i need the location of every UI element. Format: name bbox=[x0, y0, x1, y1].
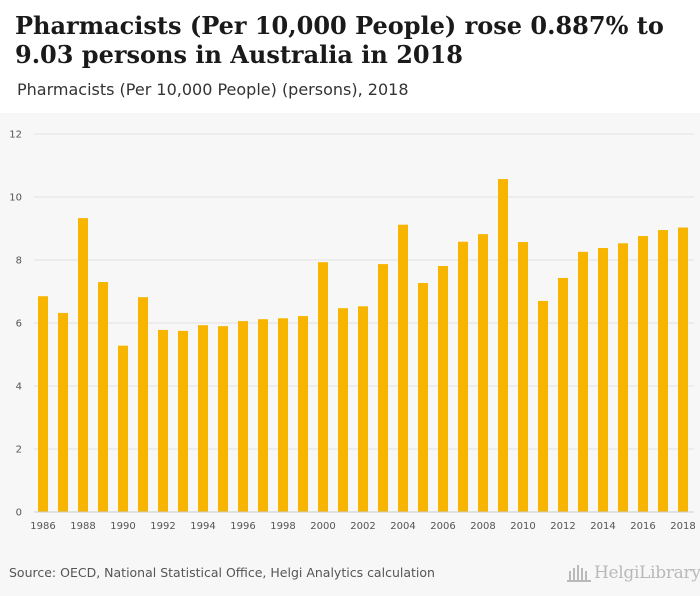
bar-1991[interactable] bbox=[138, 297, 148, 512]
bar-2004[interactable] bbox=[398, 225, 408, 512]
x-tick-label: 2016 bbox=[630, 521, 655, 532]
chart-subtitle: Pharmacists (Per 10,000 People) (persons… bbox=[17, 80, 409, 99]
x-tick-label: 2010 bbox=[510, 521, 535, 532]
y-tick-label: 8 bbox=[16, 256, 22, 267]
bar-2001[interactable] bbox=[338, 308, 348, 512]
bar-1994[interactable] bbox=[198, 325, 208, 512]
bar-2016[interactable] bbox=[638, 236, 648, 512]
x-tick-label: 1992 bbox=[150, 521, 175, 532]
bar-1993[interactable] bbox=[178, 331, 188, 512]
bar-1995[interactable] bbox=[218, 326, 228, 512]
bar-2007[interactable] bbox=[458, 242, 468, 512]
bar-1988[interactable] bbox=[78, 218, 88, 512]
y-tick-label: 10 bbox=[9, 193, 22, 204]
bar-2000[interactable] bbox=[318, 262, 328, 512]
chart-title: Pharmacists (Per 10,000 People) rose 0.8… bbox=[15, 11, 695, 69]
y-tick-label: 4 bbox=[16, 382, 22, 393]
logo-text: HelgiLibrary bbox=[594, 563, 700, 583]
bar-1999[interactable] bbox=[298, 316, 308, 512]
bar-2012[interactable] bbox=[558, 278, 568, 512]
source-note: Source: OECD, National Statistical Offic… bbox=[9, 565, 435, 580]
x-tick-label: 2008 bbox=[470, 521, 495, 532]
bar-1989[interactable] bbox=[98, 282, 108, 512]
bar-2011[interactable] bbox=[538, 301, 548, 512]
x-tick-label: 2004 bbox=[390, 521, 415, 532]
x-tick-label: 1990 bbox=[110, 521, 135, 532]
y-tick-label: 6 bbox=[16, 319, 22, 330]
bar-2010[interactable] bbox=[518, 242, 528, 512]
x-tick-label: 2018 bbox=[670, 521, 695, 532]
x-tick-label: 2012 bbox=[550, 521, 575, 532]
bar-1998[interactable] bbox=[278, 318, 288, 512]
y-tick-label: 0 bbox=[16, 508, 22, 519]
x-tick-label: 1996 bbox=[230, 521, 255, 532]
x-tick-label: 1988 bbox=[70, 521, 95, 532]
header: Pharmacists (Per 10,000 People) rose 0.8… bbox=[0, 0, 700, 113]
bar-1990[interactable] bbox=[118, 346, 128, 512]
bar-1997[interactable] bbox=[258, 319, 268, 512]
bar-2006[interactable] bbox=[438, 266, 448, 512]
bar-1992[interactable] bbox=[158, 330, 168, 512]
x-tick-label: 2000 bbox=[310, 521, 335, 532]
bar-2003[interactable] bbox=[378, 264, 388, 512]
bar-2002[interactable] bbox=[358, 306, 368, 512]
bar-1996[interactable] bbox=[238, 321, 248, 512]
bar-1987[interactable] bbox=[58, 313, 68, 512]
bar-2018[interactable] bbox=[678, 228, 688, 512]
bar-1986[interactable] bbox=[38, 296, 48, 512]
y-tick-label: 2 bbox=[16, 445, 22, 456]
bar-2017[interactable] bbox=[658, 230, 668, 512]
bar-2008[interactable] bbox=[478, 234, 488, 512]
x-tick-label: 2006 bbox=[430, 521, 455, 532]
library-building-icon bbox=[566, 563, 592, 583]
helgi-library-logo[interactable]: HelgiLibrary bbox=[566, 561, 700, 583]
bar-2009[interactable] bbox=[498, 179, 508, 512]
bar-2014[interactable] bbox=[598, 248, 608, 512]
x-tick-label: 2014 bbox=[590, 521, 615, 532]
x-tick-label: 2002 bbox=[350, 521, 375, 532]
bar-2013[interactable] bbox=[578, 252, 588, 512]
x-tick-label: 1986 bbox=[30, 521, 55, 532]
x-tick-label: 1994 bbox=[190, 521, 215, 532]
bar-2005[interactable] bbox=[418, 283, 428, 512]
x-tick-label: 1998 bbox=[270, 521, 295, 532]
bar-chart: 0 2 4 6 8 10 12 1986 1988 1990 1992 1994 1996 1998 200… bbox=[0, 113, 700, 553]
bar-2015[interactable] bbox=[618, 243, 628, 512]
y-tick-label: 12 bbox=[9, 130, 22, 141]
